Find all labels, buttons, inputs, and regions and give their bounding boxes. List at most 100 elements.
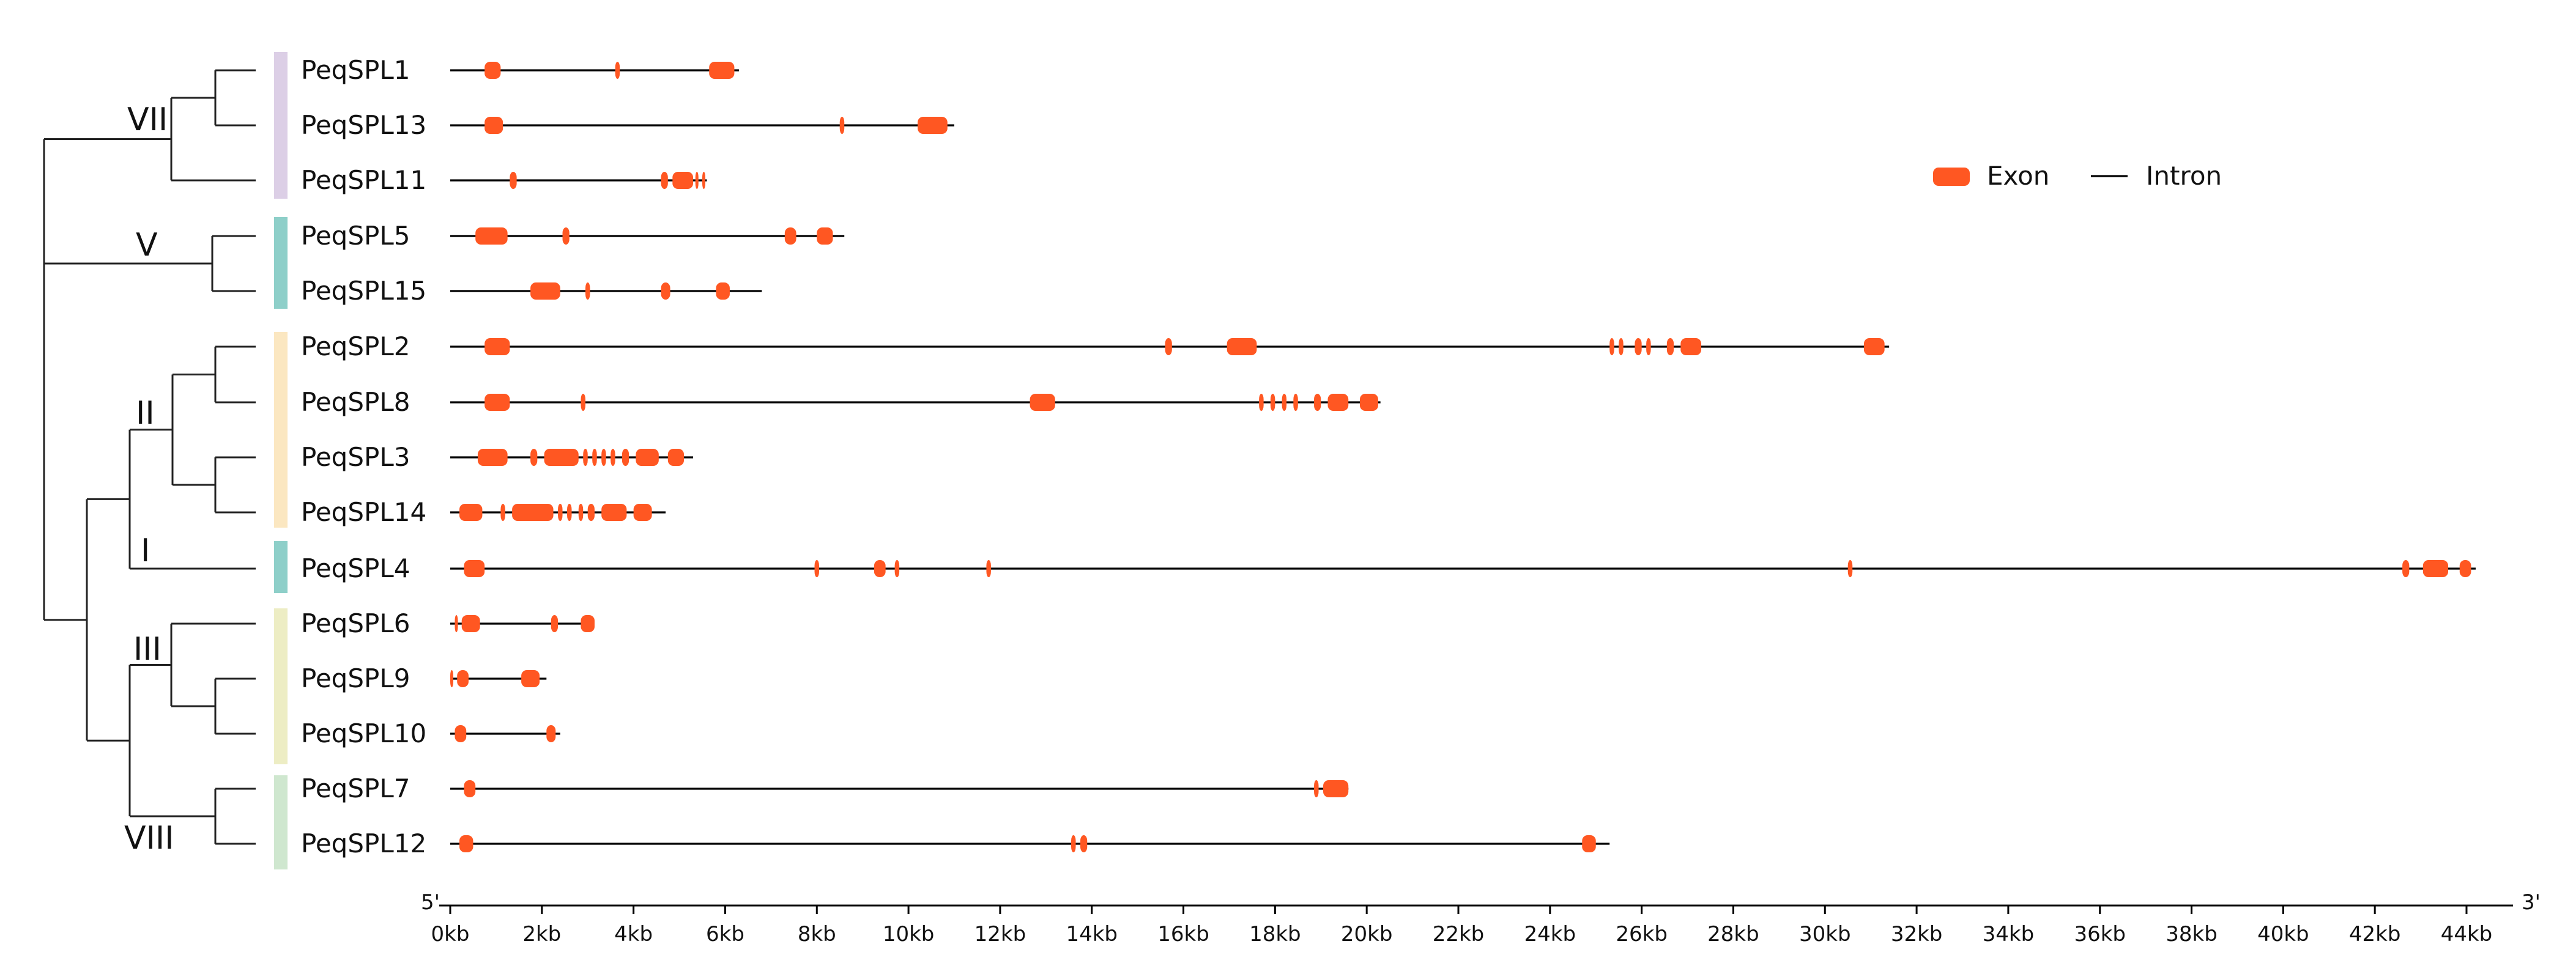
axis-tick-label: 38kb <box>2166 922 2218 946</box>
exon-block <box>611 449 615 466</box>
exon-block <box>530 449 538 466</box>
axis-tick-label: 14kb <box>1066 922 1118 946</box>
exon-block <box>894 560 900 577</box>
exon-block <box>455 615 458 632</box>
exon-block <box>601 449 606 466</box>
gene-label: PeqSPL12 <box>301 828 426 858</box>
axis-tick-label: 42kb <box>2349 922 2401 946</box>
phylogenetic-tree <box>43 69 256 845</box>
exon-block <box>1863 338 1885 355</box>
exon-block <box>585 282 590 300</box>
gene-label: PeqSPL10 <box>301 718 426 748</box>
exon-block <box>450 670 453 687</box>
gene-label: PeqSPL5 <box>301 221 410 251</box>
exon-block <box>578 504 584 521</box>
exon-block <box>615 62 620 79</box>
exon-block <box>457 670 469 687</box>
axis-tick-label: 10kb <box>883 922 935 946</box>
clade-label: III <box>133 631 161 668</box>
axis-tick-label: 40kb <box>2257 922 2309 946</box>
exon-block <box>839 117 845 134</box>
gene-label: PeqSPL6 <box>301 608 410 638</box>
axis-tick-label: 0kb <box>431 922 470 946</box>
axis-tick-label: 26kb <box>1616 922 1668 946</box>
exon-block <box>1030 394 1055 411</box>
exon-block <box>874 560 886 577</box>
gene-structure-row <box>450 780 1349 797</box>
exon-block <box>814 560 820 577</box>
exon-block <box>1609 338 1614 355</box>
exon-block <box>986 560 991 577</box>
exon-block <box>1666 338 1674 355</box>
clade-color-bar <box>274 608 288 764</box>
exon-block <box>601 504 627 521</box>
exon-block <box>1165 338 1172 355</box>
axis-tick-label: 2kb <box>522 922 561 946</box>
exon-block <box>661 282 670 300</box>
exon-block <box>1314 780 1319 797</box>
gene-structures <box>450 62 2476 852</box>
axis-tick-label: 12kb <box>974 922 1026 946</box>
exon-block <box>581 615 595 632</box>
gene-structure-row <box>450 338 1890 355</box>
gene-structure-row <box>450 117 954 134</box>
axis-tick-label: 16kb <box>1157 922 1209 946</box>
exon-block <box>530 282 560 300</box>
exon-block <box>551 615 559 632</box>
legend-intron-label: Intron <box>2146 161 2222 191</box>
exon-block <box>695 172 699 189</box>
legend-exon-swatch <box>1933 168 1970 186</box>
clade-color-bar <box>274 52 288 199</box>
axis-tick-label: 44kb <box>2441 922 2493 946</box>
exon-block <box>702 172 705 189</box>
clade-color-bar <box>274 332 288 528</box>
gene-structure-row <box>450 835 1610 852</box>
clade-color-bar <box>274 775 288 869</box>
gene-structure-row <box>450 560 2476 577</box>
axis-tick-label: 30kb <box>1799 922 1851 946</box>
kb-scale-axis: 5' 3' 0kb 2kb 4kb 6kb 8kb 10kb 12kb 14kb 16kb 18k… <box>421 890 2541 946</box>
gene-label: PeqSPL3 <box>301 442 410 472</box>
exon-block <box>477 449 508 466</box>
exon-block <box>484 338 510 355</box>
exon-block <box>1227 338 1257 355</box>
exon-block <box>464 560 485 577</box>
gene-structure-row <box>450 615 595 632</box>
exon-block <box>484 117 503 134</box>
clade-color-bar <box>274 541 288 593</box>
exon-block <box>2459 560 2471 577</box>
exon-block <box>1359 394 1378 411</box>
exon-block <box>484 394 510 411</box>
axis-tick-label: 24kb <box>1524 922 1576 946</box>
gene-label: PeqSPL1 <box>301 55 410 85</box>
gene-structure-row <box>450 62 739 79</box>
exon-block <box>2402 560 2410 577</box>
exon-block <box>1323 780 1349 797</box>
gene-structure-row <box>450 725 560 742</box>
clade-label: II <box>136 395 155 432</box>
exon-block <box>459 504 483 521</box>
axis-tick-label: 18kb <box>1249 922 1301 946</box>
exon-block <box>1582 835 1596 852</box>
exon-block <box>1847 560 1853 577</box>
gene-label: PeqSPL11 <box>301 165 426 195</box>
axis-3prime-label: 3' <box>2522 890 2541 915</box>
exon-block <box>461 615 480 632</box>
clade-label: I <box>141 533 150 569</box>
gene-label: PeqSPL8 <box>301 387 410 417</box>
axis-tick-label: 28kb <box>1707 922 1759 946</box>
exon-block <box>512 504 554 521</box>
exon-block <box>2422 560 2449 577</box>
axis-tick-label: 4kb <box>614 922 653 946</box>
exon-block <box>661 172 668 189</box>
exon-block <box>562 227 570 245</box>
exon-block <box>1327 394 1349 411</box>
exon-block <box>455 725 467 742</box>
exon-block <box>544 449 579 466</box>
exon-block <box>1314 394 1321 411</box>
exon-block <box>622 449 629 466</box>
clade-label: VII <box>127 101 168 138</box>
exon-block <box>592 449 597 466</box>
clade-color-bar <box>274 217 288 309</box>
